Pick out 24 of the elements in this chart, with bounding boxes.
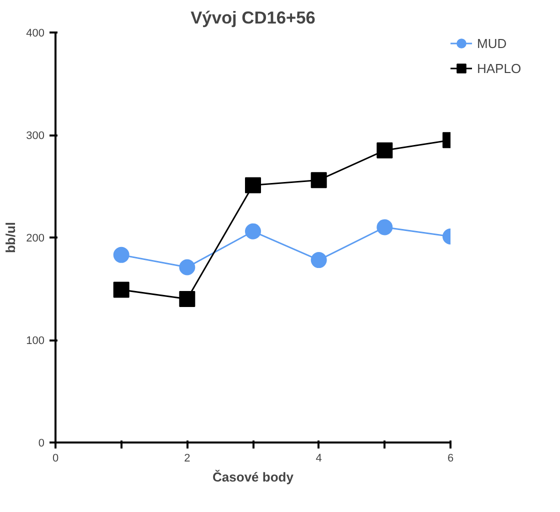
y-tick-label: 200 <box>26 232 45 244</box>
point <box>179 291 196 307</box>
x-tick-label: 2 <box>184 452 190 464</box>
point <box>179 259 196 276</box>
point <box>376 219 393 236</box>
point <box>310 252 327 268</box>
y-tick-label: 400 <box>26 28 45 40</box>
x-tick-label: 6 <box>447 452 454 464</box>
point <box>113 246 130 263</box>
point <box>376 142 393 158</box>
chart-title: Vývoj CD16+56 <box>190 8 316 28</box>
point <box>245 223 261 240</box>
y-tick-label: 100 <box>26 335 45 347</box>
point <box>310 172 327 188</box>
point <box>113 282 130 298</box>
y-tick-label: 0 <box>38 438 45 450</box>
legend-label: MUD <box>477 36 507 50</box>
point <box>245 177 261 194</box>
y-axis-title: bb/ul <box>3 222 18 254</box>
legend-label: HAPLO <box>477 60 522 76</box>
x-tick-label: 0 <box>52 452 59 464</box>
x-axis-title: Časové body <box>212 470 294 484</box>
x-tick-label: 4 <box>316 452 322 464</box>
y-tick-label: 300 <box>26 130 45 142</box>
